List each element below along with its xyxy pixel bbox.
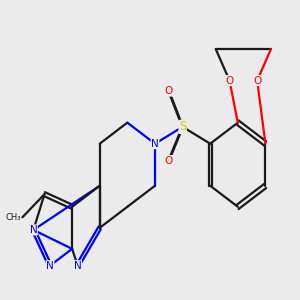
Text: O: O [225,76,234,85]
Text: N: N [30,225,37,235]
Text: N: N [151,139,159,149]
Text: N: N [74,261,82,271]
Text: O: O [253,76,261,85]
Text: CH₃: CH₃ [5,213,21,222]
Text: O: O [165,155,173,166]
Text: S: S [179,120,186,134]
Text: O: O [165,86,173,96]
Text: N: N [46,261,54,271]
